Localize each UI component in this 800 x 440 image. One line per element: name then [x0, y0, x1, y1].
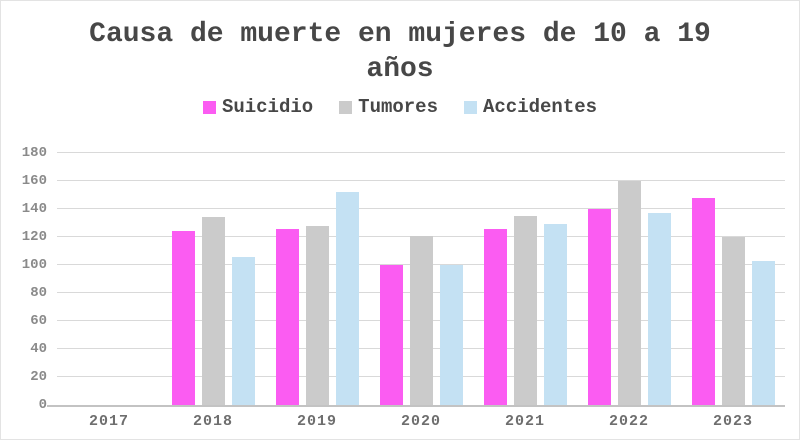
bar-group-2017: [57, 153, 161, 405]
legend-swatch-icon: [339, 100, 353, 114]
bar-accidentes-2022: [647, 213, 671, 405]
bar-group-2019: [265, 153, 369, 405]
legend-item-accidentes: Accidentes: [464, 96, 597, 118]
legend-label: Tumores: [358, 96, 438, 118]
x-tick-label-2018: 2018: [192, 413, 233, 430]
legend-label: Accidentes: [483, 96, 598, 118]
bar-tumores-2022: [617, 181, 641, 405]
gridline-140: [57, 207, 785, 209]
bar-accidentes-2023: [751, 260, 775, 405]
bar-group-2020: [369, 153, 473, 405]
bar-tumores-2018: [201, 217, 225, 405]
y-tick-label-20: 20: [30, 369, 47, 385]
bar-suicidio-2018: [171, 231, 195, 405]
y-tick-label-140: 140: [21, 201, 47, 217]
y-tick-label-60: 60: [30, 313, 47, 329]
legend-item-suicidio: Suicidio: [202, 96, 314, 118]
y-tick-label-180: 180: [21, 145, 47, 161]
bar-accidentes-2021: [543, 224, 567, 405]
y-tick-label-100: 100: [21, 257, 47, 273]
bar-suicidio-2020: [379, 265, 403, 405]
bar-accidentes-2018: [231, 256, 255, 405]
bar-groups: [57, 153, 785, 405]
y-tick-label-160: 160: [21, 173, 47, 189]
x-tick-label-2022: 2022: [608, 413, 649, 430]
bar-tumores-2019: [305, 225, 329, 405]
bar-accidentes-2020: [439, 265, 463, 405]
bar-group-2023: [681, 153, 785, 405]
x-axis-labels: 2017 2018 2019 2020 2021 2022 2023: [57, 413, 785, 430]
y-tick-label-120: 120: [21, 229, 47, 245]
bar-suicidio-2021: [483, 228, 507, 405]
x-tick-label-2023: 2023: [712, 413, 753, 430]
plot-area: 180 160 140 120 100 80 60 40 20 0: [22, 146, 785, 412]
bar-suicidio-2023: [691, 197, 715, 405]
x-tick-label-2020: 2020: [400, 413, 441, 430]
x-tick-label-2017: 2017: [88, 413, 129, 430]
x-axis-line: [47, 405, 785, 407]
gridline-180: [57, 152, 785, 153]
bar-tumores-2021: [513, 216, 537, 405]
bar-accidentes-2019: [335, 192, 359, 405]
y-tick-label-80: 80: [30, 285, 47, 301]
bar-tumores-2023: [721, 237, 745, 405]
y-tick-label-0: 0: [38, 397, 47, 413]
bar-suicidio-2022: [587, 209, 611, 405]
bar-group-2018: [161, 153, 265, 405]
chart-title: Causa de muerte en mujeres de 10 a 19 añ…: [89, 19, 711, 85]
gridline-160: [57, 179, 785, 181]
bar-suicidio-2019: [275, 228, 299, 405]
x-tick-label-2019: 2019: [296, 413, 337, 430]
legend-swatch-icon: [202, 100, 216, 114]
x-tick-label-2021: 2021: [504, 413, 545, 430]
bar-group-2022: [577, 153, 681, 405]
bar-tumores-2020: [409, 235, 433, 405]
bar-group-2021: [473, 153, 577, 405]
legend-swatch-icon: [464, 100, 477, 114]
legend-item-tumores: Tumores: [339, 96, 438, 118]
y-tick-label-40: 40: [30, 341, 47, 357]
chart-legend: Suicidio Tumores Accidentes: [1, 96, 799, 118]
legend-label: Suicidio: [221, 96, 314, 118]
